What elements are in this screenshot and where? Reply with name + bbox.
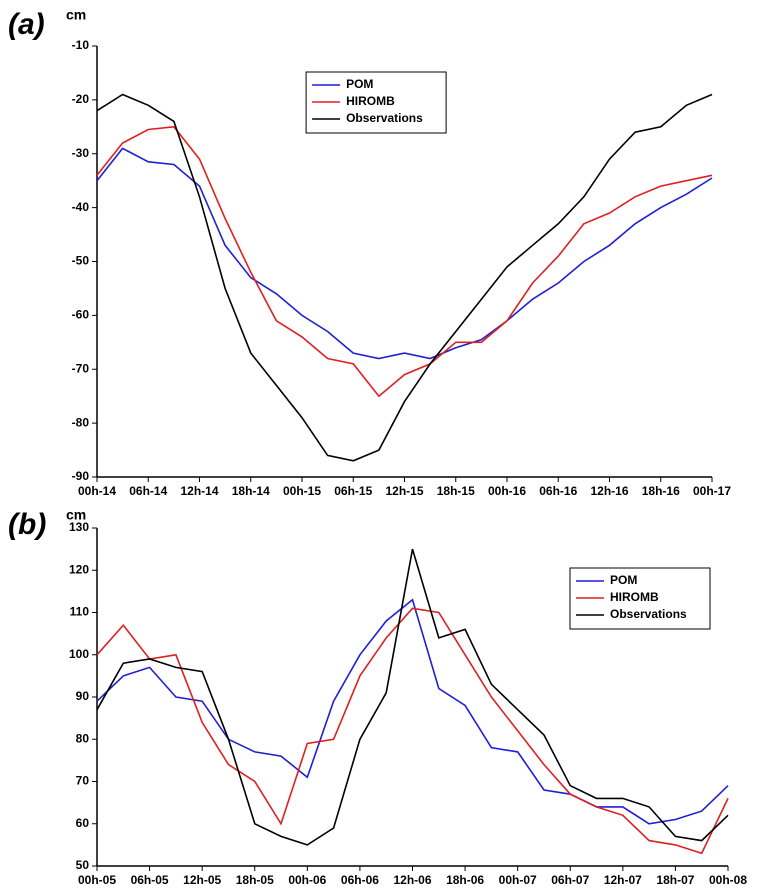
x-tick-label: 12h-07: [604, 873, 642, 887]
x-tick-label: 12h-15: [385, 484, 423, 498]
x-tick-label: 00h-06: [288, 873, 326, 887]
x-tick-label: 00h-17: [693, 484, 731, 498]
y-tick-label: 100: [69, 647, 89, 661]
legend-label: Observations: [610, 607, 687, 621]
x-tick-label: 18h-16: [642, 484, 680, 498]
x-tick-label: 00h-16: [488, 484, 526, 498]
y-tick-label: 50: [76, 858, 90, 872]
x-tick-label: 06h-05: [131, 873, 169, 887]
x-tick-label: 00h-15: [283, 484, 321, 498]
legend-label: POM: [610, 573, 637, 587]
x-tick-label: 06h-16: [539, 484, 577, 498]
series-line: [96, 93, 713, 462]
x-tick-label: 18h-14: [232, 484, 270, 498]
y-tick-label: -90: [72, 469, 90, 483]
legend-label: POM: [346, 77, 373, 91]
x-tick-label: 18h-06: [446, 873, 484, 887]
x-tick-label: 18h-07: [656, 873, 694, 887]
y-tick-label: -20: [72, 92, 90, 106]
legend-label: HIROMB: [610, 590, 659, 604]
series-line: [96, 548, 729, 846]
series-line: [96, 598, 729, 825]
y-tick-label: -40: [72, 200, 90, 214]
x-tick-label: 00h-07: [499, 873, 537, 887]
series-line: [96, 147, 713, 360]
y-tick-label: 80: [76, 731, 90, 745]
series-line: [96, 125, 713, 398]
x-tick-label: 06h-14: [129, 484, 167, 498]
legend-label: Observations: [346, 111, 423, 125]
x-tick-label: 00h-05: [78, 873, 116, 887]
x-tick-label: 18h-15: [437, 484, 475, 498]
panel-label: (b): [8, 508, 46, 541]
x-tick-label: 06h-15: [334, 484, 372, 498]
x-tick-label: 12h-14: [180, 484, 218, 498]
y-tick-label: -60: [72, 308, 90, 322]
x-tick-label: 06h-07: [551, 873, 589, 887]
y-tick-label: 130: [69, 520, 89, 534]
x-tick-label: 06h-06: [341, 873, 379, 887]
y-tick-label: -30: [72, 146, 90, 160]
x-tick-label: 12h-06: [393, 873, 431, 887]
y-tick-label: 70: [76, 774, 90, 788]
x-tick-label: 00h-08: [709, 873, 747, 887]
y-tick-label: 60: [76, 816, 90, 830]
legend-label: HIROMB: [346, 94, 395, 108]
y-tick-label: 120: [69, 562, 89, 576]
y-tick-label: -50: [72, 254, 90, 268]
y-tick-label: 110: [70, 605, 90, 619]
x-tick-label: 00h-14: [78, 484, 116, 498]
series-line: [96, 607, 729, 855]
x-tick-label: 12h-05: [183, 873, 221, 887]
y-tick-label: -70: [72, 361, 90, 375]
y-axis-label: cm: [66, 507, 86, 523]
x-tick-label: 18h-05: [236, 873, 274, 887]
x-tick-label: 12h-16: [590, 484, 628, 498]
y-tick-label: 90: [76, 689, 90, 703]
panel-label: (a): [8, 8, 45, 41]
y-tick-label: -80: [72, 415, 90, 429]
y-axis-label: cm: [66, 7, 86, 23]
y-tick-label: -10: [72, 38, 90, 52]
